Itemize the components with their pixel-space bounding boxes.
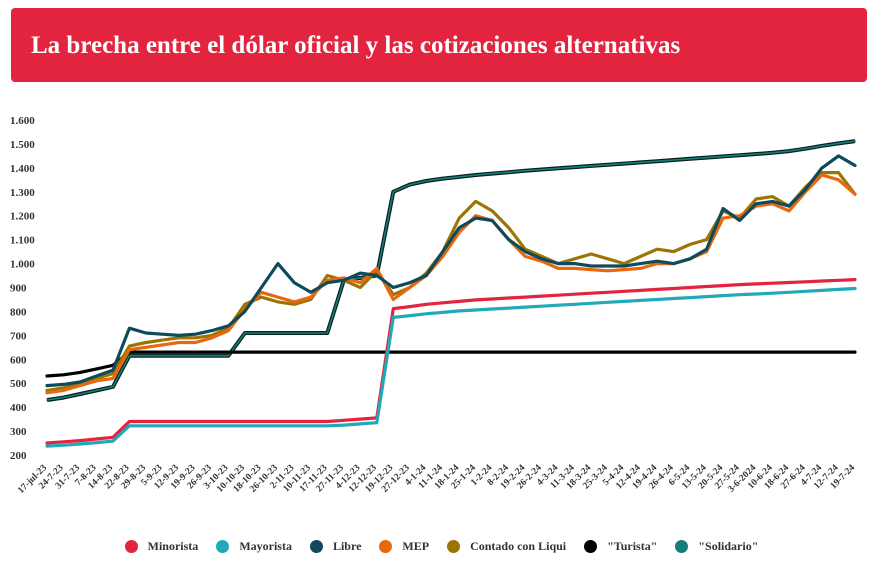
legend-swatch bbox=[216, 539, 230, 553]
legend-swatch bbox=[309, 539, 323, 553]
series-line-mep bbox=[45, 173, 857, 395]
header-banner: La brecha entre el dólar oficial y las c… bbox=[11, 8, 867, 82]
legend-label: "Turista" bbox=[607, 538, 658, 553]
series-line-solidario-outline bbox=[46, 139, 856, 402]
y-tick-label: 900 bbox=[10, 283, 27, 295]
legend-swatch bbox=[124, 539, 138, 553]
chart-legend: Minorista Mayorista Libre MEP Contado con Li… bbox=[0, 532, 883, 560]
legend-label: Minorista bbox=[147, 538, 199, 553]
legend-item: MEP bbox=[379, 539, 429, 554]
series-line-contado-con-liqui bbox=[45, 171, 857, 392]
y-tick-label: 200 bbox=[10, 450, 27, 462]
legend-item: Mayorista bbox=[216, 539, 292, 554]
legend-swatch bbox=[675, 539, 689, 553]
y-tick-label: 800 bbox=[10, 306, 27, 318]
legend-swatch bbox=[584, 539, 598, 553]
y-tick-label: 600 bbox=[10, 354, 27, 366]
chart-title: La brecha entre el dólar oficial y las c… bbox=[31, 32, 681, 59]
legend-item: "Turista" bbox=[584, 539, 657, 554]
legend-item: Libre bbox=[309, 538, 362, 554]
y-tick-label: 1.500 bbox=[10, 139, 35, 151]
legend-label: "Solidario" bbox=[698, 538, 759, 553]
series-line-libre bbox=[45, 154, 857, 388]
legend-swatch bbox=[447, 539, 461, 553]
series-line-mayorista bbox=[45, 286, 857, 448]
y-tick-label: 1.300 bbox=[10, 187, 35, 199]
y-tick-label: 1.200 bbox=[10, 211, 35, 223]
y-tick-label: 1.000 bbox=[10, 259, 35, 271]
y-tick-label: 700 bbox=[10, 330, 27, 342]
legend-label: Libre bbox=[332, 538, 362, 553]
y-tick-label: 1.100 bbox=[10, 235, 35, 247]
legend-item: Minorista bbox=[124, 538, 199, 554]
y-tick-label: 1.400 bbox=[10, 163, 35, 175]
y-tick-label: 1.600 bbox=[10, 115, 35, 127]
legend-label: Mayorista bbox=[239, 538, 292, 553]
series-line-solidario bbox=[46, 140, 856, 401]
y-tick-label: 500 bbox=[10, 378, 27, 390]
legend-label: MEP bbox=[402, 538, 430, 553]
y-tick-label: 400 bbox=[10, 402, 27, 414]
legend-swatch bbox=[379, 539, 393, 553]
series-line-turista bbox=[45, 350, 857, 378]
y-tick-label: 300 bbox=[10, 426, 27, 438]
legend-item: "Solidario" bbox=[675, 539, 758, 554]
legend-label: Contado con Liqui bbox=[470, 538, 567, 553]
legend-item: Contado con Liqui bbox=[447, 539, 566, 554]
series-line-minorista bbox=[45, 278, 857, 445]
